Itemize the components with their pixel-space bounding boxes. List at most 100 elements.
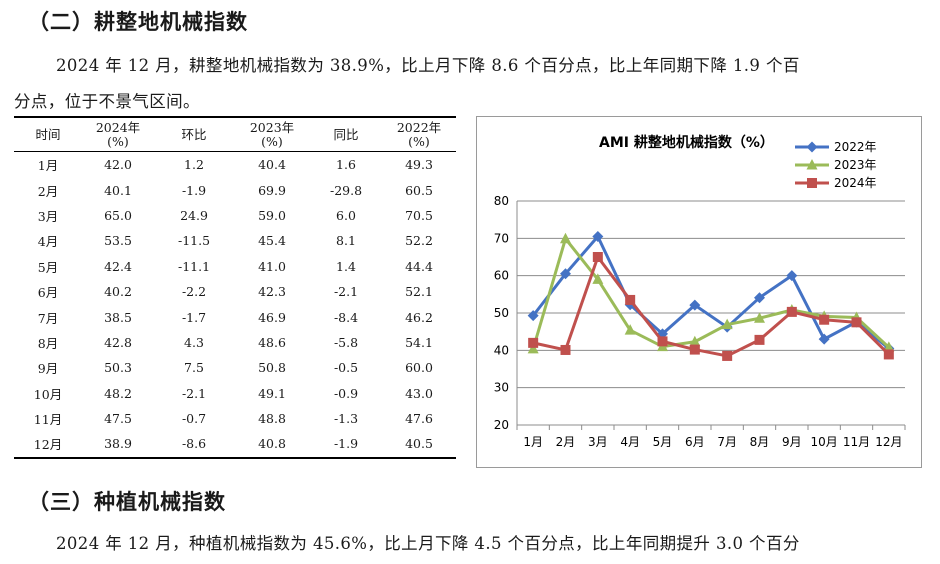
- data-point: [592, 252, 603, 262]
- table-cell: 1.2: [184, 157, 204, 173]
- x-tick-label: 10月: [811, 435, 838, 449]
- table-cell: 38.5: [104, 309, 132, 325]
- table-cell: 59.0: [258, 207, 286, 223]
- table-cell: 43.0: [405, 385, 433, 401]
- data-point: [883, 341, 895, 352]
- table-cell: 6月: [37, 285, 59, 301]
- x-tick-label: 9月: [782, 435, 802, 449]
- chart-container: 20 30 40 50 60 70 80 1月 2月 3月 4月 5月 6月 7月 8月 9月 10月 11月 12…: [476, 116, 922, 468]
- table-row: 5月 42.4 -11.1 41.0 1.4 44.4: [14, 254, 456, 279]
- table-cell: 45.4: [258, 233, 286, 249]
- table-cell: -11.1: [177, 258, 211, 274]
- legend-label: 2024年: [834, 176, 877, 190]
- table-cell: 52.2: [405, 233, 433, 249]
- table-cell: 50.8: [258, 360, 286, 376]
- table-header-unit: (%): [408, 134, 430, 149]
- x-tick-label: 2月: [556, 435, 576, 449]
- x-tick-label: 6月: [685, 435, 705, 449]
- table-cell: 42.4: [104, 258, 132, 274]
- table-header-cell: 2023年 (%): [234, 117, 310, 152]
- table-header-label: 2024年: [95, 120, 141, 135]
- table-cell: 60.0: [405, 360, 433, 376]
- table-cell: 7月: [37, 310, 59, 326]
- legend-marker: [807, 178, 817, 188]
- data-point: [592, 273, 604, 284]
- table-cell: 53.5: [104, 233, 132, 249]
- table-row: 4月 53.5 -11.5 45.4 8.1 52.2: [14, 228, 456, 253]
- table-row: 11月 47.5 -0.7 48.8 -1.3 47.6: [14, 406, 456, 431]
- table-cell: -5.8: [333, 334, 359, 350]
- table-cell: -1.7: [181, 309, 207, 325]
- data-point: [851, 317, 862, 328]
- table-cell: 44.4: [405, 258, 433, 274]
- x-tick-label: 3月: [588, 435, 608, 449]
- data-point: [625, 294, 636, 305]
- table-cell: 4.3: [184, 334, 204, 350]
- table-cell: -8.6: [181, 436, 207, 452]
- table-cell: 46.2: [405, 309, 433, 325]
- y-tick-label: 40: [494, 343, 509, 357]
- x-tick-label: 4月: [620, 435, 640, 449]
- table-cell: 47.5: [104, 411, 132, 427]
- table-header-cell: 时间: [14, 117, 82, 152]
- legend-marker: [806, 141, 818, 153]
- table-header-unit: (%): [107, 134, 129, 149]
- table-header-label: 时间: [35, 127, 61, 142]
- data-point: [592, 230, 604, 242]
- table-row: 8月 42.8 4.3 48.6 -5.8 54.1: [14, 330, 456, 355]
- y-tick-label: 80: [494, 194, 509, 208]
- table-header-label: 环比: [181, 127, 207, 142]
- table-row: 10月 48.2 -2.1 49.1 -0.9 43.0: [14, 381, 456, 406]
- data-point: [818, 333, 830, 345]
- table-cell: 40.5: [405, 436, 433, 452]
- table-cell: 70.5: [405, 207, 433, 223]
- table-header-cell: 2022年 (%): [382, 117, 456, 152]
- table-header-cell: 环比: [154, 117, 234, 152]
- legend-label: 2023年: [834, 158, 877, 172]
- table-header-label: 2022年: [396, 120, 442, 135]
- table-header-row: 时间 2024年 (%) 环比 2023年 (%) 同比 2022年 (%): [14, 117, 456, 152]
- table-row: 6月 40.2 -2.2 42.3 -2.1 52.1: [14, 279, 456, 304]
- data-point: [754, 334, 765, 345]
- table-body: 1月 42.0 1.2 40.4 1.6 49.3 2月 40.1 -1.9 69.9 -29.8 6…: [14, 152, 456, 458]
- table-cell: 69.9: [258, 182, 286, 198]
- table-cell: 1.6: [336, 157, 356, 173]
- data-point: [883, 349, 894, 360]
- table-cell: -11.5: [177, 233, 211, 249]
- table-row: 3月 65.0 24.9 59.0 6.0 70.5: [14, 203, 456, 228]
- table-cell: 50.3: [104, 360, 132, 376]
- paragraph-planting-line1: 2024 年 12 月，种植机械指数为 45.6%，比上月下降 4.5 个百分点…: [56, 534, 800, 553]
- y-tick-label: 30: [494, 381, 509, 395]
- table-cell: 40.8: [258, 436, 286, 452]
- table-row: 1月 42.0 1.2 40.4 1.6 49.3: [14, 152, 456, 178]
- table-cell: 6.0: [336, 207, 356, 223]
- data-point: [689, 335, 701, 347]
- table-cell: 11月: [33, 412, 63, 428]
- data-point: [560, 232, 571, 244]
- data-point: [689, 344, 700, 355]
- series-line: [532, 255, 890, 358]
- x-tick-label: 12月: [875, 435, 902, 449]
- table-row: 7月 38.5 -1.7 46.9 -8.4 46.2: [14, 304, 456, 329]
- table-cell: 65.0: [104, 207, 132, 223]
- table-cell: 41.0: [258, 258, 286, 274]
- data-point: [624, 324, 636, 335]
- section-heading-tillage: （二）耕整地机械指数: [28, 9, 248, 34]
- table-cell: 46.9: [258, 309, 286, 325]
- data-point: [754, 312, 765, 323]
- table-cell: 48.8: [258, 411, 286, 427]
- y-tick-label: 70: [494, 231, 509, 245]
- table-row: 9月 50.3 7.5 50.8 -0.5 60.0: [14, 355, 456, 380]
- data-point: [786, 270, 798, 282]
- table-cell: 52.1: [405, 284, 433, 300]
- y-tick-label: 60: [494, 269, 509, 283]
- table-cell: -0.7: [181, 411, 207, 427]
- table-cell: -29.8: [329, 182, 363, 198]
- data-point: [560, 344, 571, 355]
- table-cell: 10月: [33, 386, 63, 402]
- table-cell: 40.2: [104, 284, 132, 300]
- data-point: [689, 299, 701, 311]
- table-cell: 42.8: [104, 334, 132, 350]
- table-cell: 48.6: [258, 334, 286, 350]
- table-header-cell: 同比: [310, 117, 382, 152]
